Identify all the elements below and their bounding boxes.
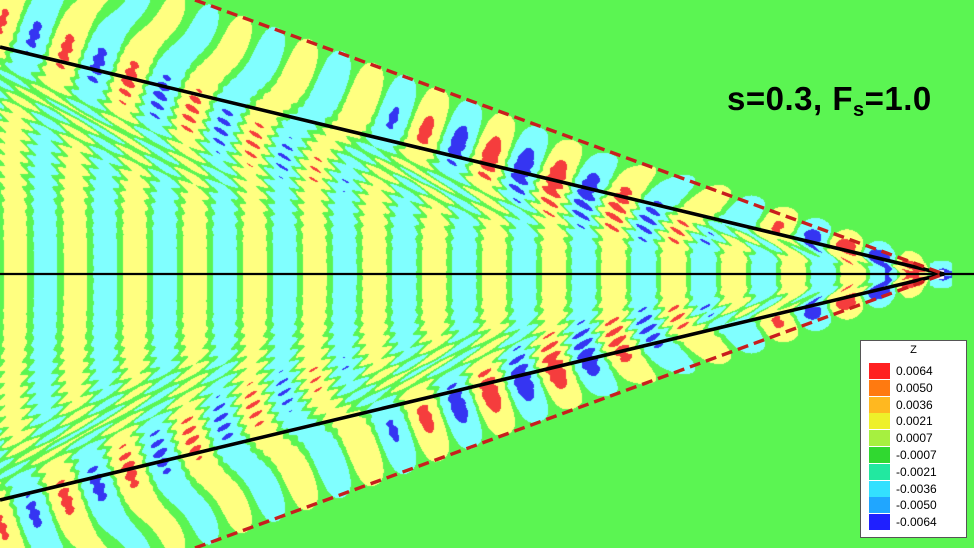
legend-level-label: 0.0036 — [896, 397, 933, 412]
legend-level-label: -0.0007 — [896, 448, 937, 462]
legend-level-label: 0.0021 — [896, 414, 933, 429]
legend-level-label: 0.0064 — [896, 364, 933, 378]
legend-row: -0.0050 — [869, 497, 937, 514]
legend-level-label: -0.0036 — [896, 481, 937, 496]
upper-dashed-boundary — [194, 0, 945, 276]
legend-swatch — [869, 413, 890, 430]
legend-row: 0.0050 — [869, 379, 933, 396]
legend-level-label: 0.0050 — [896, 380, 933, 395]
legend-row: 0.0036 — [869, 396, 933, 413]
annotation-prefix: s=0.3, F — [727, 80, 853, 117]
legend-swatch — [869, 396, 890, 413]
legend-swatch — [869, 363, 890, 379]
legend-level-label: 0.0007 — [896, 431, 933, 446]
legend-swatch — [869, 514, 890, 531]
legend-row: -0.0007 — [869, 447, 937, 463]
legend-swatch — [869, 480, 890, 497]
legend-swatch — [869, 447, 890, 463]
legend-row: -0.0036 — [869, 480, 937, 497]
legend-row: -0.0021 — [869, 463, 937, 480]
legend-row: 0.0007 — [869, 430, 933, 447]
colorbar-legend: Z 0.0064 0.0050 0.0036 0.0021 0.0007 -0.0007 -… — [860, 340, 967, 538]
parameter-annotation: s=0.3, Fs=1.0 — [727, 80, 932, 121]
legend-row: 0.0064 — [869, 363, 933, 379]
legend-level-label: -0.0064 — [896, 515, 937, 530]
lower-solid-boundary — [0, 272, 945, 502]
legend-row: -0.0064 — [869, 514, 937, 531]
legend-swatch — [869, 430, 890, 447]
legend-level-label: -0.0050 — [896, 498, 937, 513]
lower-dashed-boundary — [194, 272, 945, 548]
legend-swatch — [869, 497, 890, 514]
legend-title: Z — [910, 344, 917, 356]
annotation-subscript: s — [853, 99, 865, 121]
legend-swatch — [869, 463, 890, 480]
legend-row: 0.0021 — [869, 413, 933, 430]
legend-level-label: -0.0021 — [896, 464, 937, 479]
upper-solid-boundary — [0, 45, 945, 276]
legend-swatch — [869, 379, 890, 396]
annotation-suffix: =1.0 — [864, 80, 932, 117]
